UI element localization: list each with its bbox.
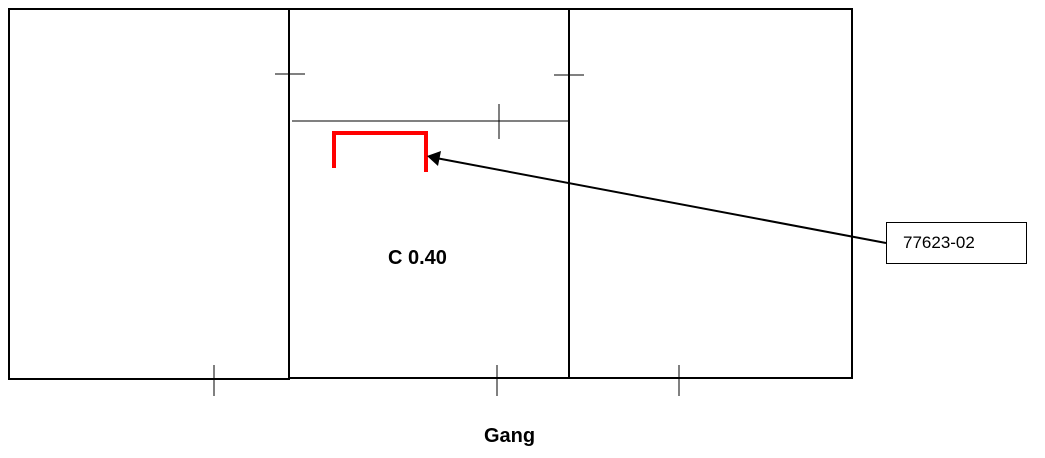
leader-arrow-head-icon (427, 151, 441, 166)
room-center-outline (288, 8, 570, 379)
room-left-outline (8, 8, 290, 380)
callout-text: 77623-02 (903, 233, 975, 252)
leader-arrow-line (435, 157, 887, 244)
callout-box: 77623-02 (886, 222, 1027, 264)
corridor-label: Gang (484, 425, 536, 447)
room-right-outline (568, 8, 853, 379)
red-bracket-marker-icon (332, 131, 428, 172)
room-label: C 0.40 (388, 247, 447, 269)
